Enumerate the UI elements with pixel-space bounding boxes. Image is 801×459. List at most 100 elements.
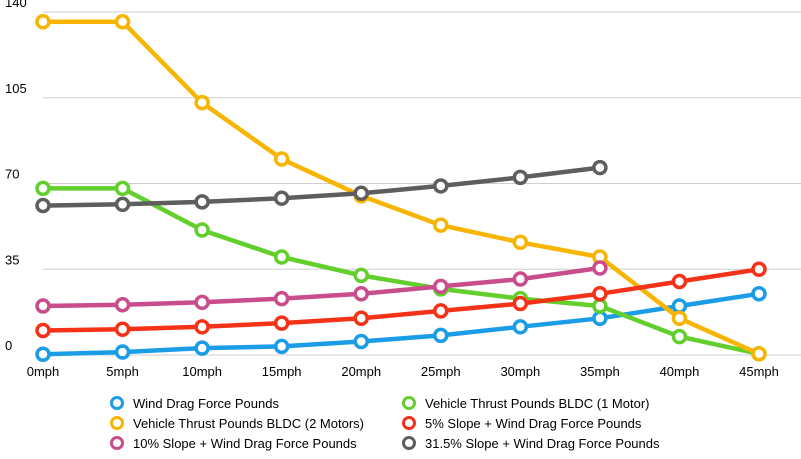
data-point [273,190,290,206]
data-point [751,346,767,362]
x-tick-label: 10mph [182,364,222,379]
y-tick-label: 140 [5,0,27,10]
data-point [114,180,131,197]
y-tick-label: 70 [5,167,19,182]
data-point [114,297,131,313]
x-tick-label: 15mph [262,364,302,379]
legend-swatch [110,436,124,450]
data-point [592,260,608,276]
data-point [35,322,51,339]
legend-label: Wind Drag Force Pounds [133,395,279,411]
x-tick-label: 30mph [500,364,540,379]
data-point [353,185,369,202]
data-point [671,328,688,345]
data-point [592,298,608,314]
series-group [35,180,767,362]
legend-label: 10% Slope + Wind Drag Force Pounds [133,435,357,451]
x-tick-label: 25mph [421,364,461,379]
data-point [114,344,131,360]
data-point [273,290,290,307]
data-point [592,310,608,326]
y-axis-tick-labels: 0 35 70 105 140 [5,0,27,353]
data-point [273,249,290,265]
legend-label: Vehicle Thrust Pounds BLDC (1 Motor) [425,395,650,411]
y-tick-label: 105 [5,81,27,96]
data-point [353,267,369,284]
data-point [114,196,131,213]
x-tick-label: 40mph [660,364,700,379]
legend-swatch [110,416,124,430]
legend-item: Vehicle Thrust Pounds BLDC (2 Motors) [110,414,402,432]
legend-item: 10% Slope + Wind Drag Force Pounds [110,434,402,452]
data-point [35,14,51,30]
data-point [353,333,369,350]
data-point [353,310,369,326]
data-point [512,169,529,186]
data-point [35,298,51,314]
data-point [433,217,449,233]
series-line [40,267,762,333]
data-point [433,327,449,344]
data-point [751,286,767,302]
data-point [35,197,51,214]
legend-item: 5% Slope + Wind Drag Force Pounds [402,414,702,432]
legend-label: 5% Slope + Wind Drag Force Pounds [425,415,642,431]
data-point [512,319,529,335]
data-point [273,338,290,355]
data-point [512,271,529,287]
legend-item: Vehicle Thrust Pounds BLDC (1 Motor) [402,394,702,412]
data-point [592,286,608,302]
series-group [35,260,608,314]
legend-swatch [110,396,124,410]
series-group [35,159,608,214]
legend-swatch [402,396,416,410]
x-tick-label: 45mph [739,364,779,379]
x-tick-label: 20mph [341,364,381,379]
data-point [194,194,210,210]
x-tick-label: 5mph [106,364,139,379]
data-point [512,234,529,251]
legend-label: 31.5% Slope + Wind Drag Force Pounds [425,435,660,451]
legend-item: Wind Drag Force Pounds [110,394,402,412]
data-point [671,273,688,290]
data-point [353,286,369,302]
data-point [671,310,688,326]
data-point [114,321,131,338]
data-point [512,295,529,312]
legend-item: 31.5% Slope + Wind Drag Force Pounds [402,434,702,452]
x-axis-tick-labels: 0mph 5mph 10mph 15mph 20mph 25mph 30mph 35mph 40… [27,364,779,379]
data-point [194,222,210,238]
data-point [194,319,210,335]
data-point [751,261,767,277]
data-point [114,14,131,30]
data-point [273,315,290,331]
data-point [194,340,210,356]
series-line [40,291,762,357]
series-line [40,165,603,208]
data-point [592,159,608,176]
series-group [35,286,767,363]
data-point [433,278,449,295]
x-tick-label: 35mph [580,364,620,379]
data-point [433,303,449,319]
x-tick-label: 0mph [27,364,60,379]
data-point [35,180,51,197]
data-point [194,294,210,311]
y-tick-label: 35 [5,252,19,267]
data-point [273,151,290,167]
series-lines [35,14,767,363]
y-tick-label: 0 [5,338,12,353]
data-point [194,94,210,111]
data-point [671,298,688,314]
series-line [40,265,603,309]
series-line [40,186,762,357]
grid-lines [43,11,801,356]
data-point [433,178,449,194]
legend-label: Vehicle Thrust Pounds BLDC (2 Motors) [133,415,364,431]
legend: Wind Drag Force Pounds Vehicle Thrust Pou… [110,394,710,452]
series-group [35,261,767,339]
data-point [35,346,51,363]
legend-swatch [402,416,416,430]
legend-swatch [402,436,416,450]
